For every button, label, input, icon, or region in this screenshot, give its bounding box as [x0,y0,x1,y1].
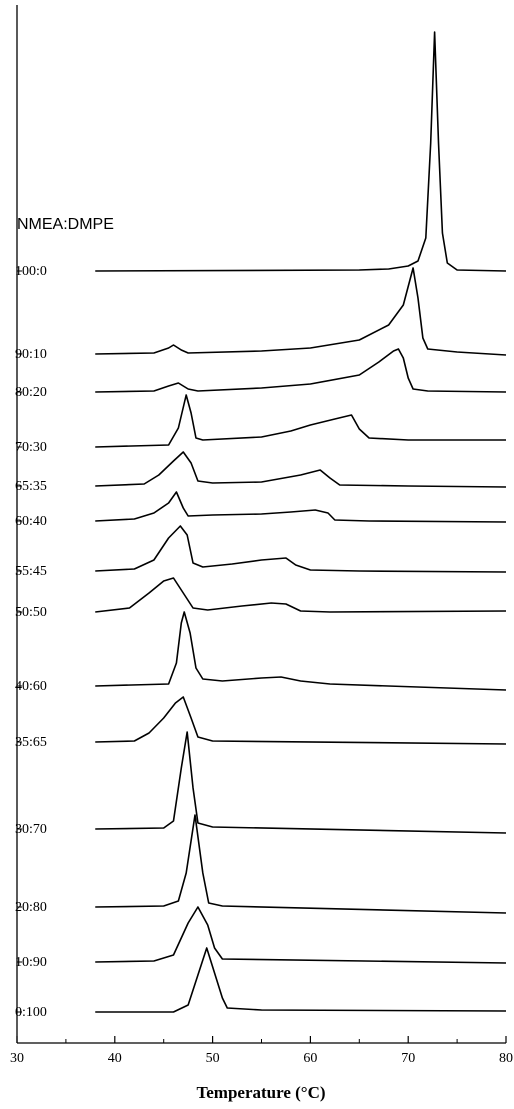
series-label: 100:0 [15,264,47,279]
x-axis-label: Temperature (°C) [196,1083,325,1102]
thermogram-curve [95,906,507,964]
thermogram-curve [95,814,507,914]
series-label: 35:65 [15,735,47,750]
series-label: 20:80 [15,900,47,915]
series-label: 60:40 [15,514,47,529]
thermogram-curve [95,947,507,1013]
thermogram-curve [95,267,507,356]
series-label: 65:35 [15,479,47,494]
series-label: 30:70 [15,822,47,837]
thermogram-curve [95,451,507,488]
x-tick-label: 60 [303,1051,317,1066]
thermogram-curve [95,696,507,745]
series-label: 70:30 [15,440,47,455]
series-label: 50:50 [15,605,47,620]
thermogram-curve [95,525,507,573]
series-label: 80:20 [15,385,47,400]
x-tick-label: 50 [206,1051,220,1066]
x-tick-label: 40 [108,1051,122,1066]
series-label: 55:45 [15,564,47,579]
thermogram-curve [95,611,507,691]
series-label: 90:10 [15,347,47,362]
thermogram-curve [95,491,507,523]
thermogram-curve [95,31,507,272]
x-tick-label: 30 [10,1051,24,1066]
series-label: 10:90 [15,955,47,970]
thermogram-curve [95,731,507,834]
series-label: 40:60 [15,679,47,694]
series-label: 0:100 [15,1005,47,1020]
x-tick-label: 80 [499,1051,513,1066]
thermogram-curve [95,348,507,393]
x-tick-label: 70 [401,1051,415,1066]
thermogram-curve [95,394,506,448]
annotation: NMEA:DMPE [17,216,114,233]
thermogram-curve [95,577,507,613]
